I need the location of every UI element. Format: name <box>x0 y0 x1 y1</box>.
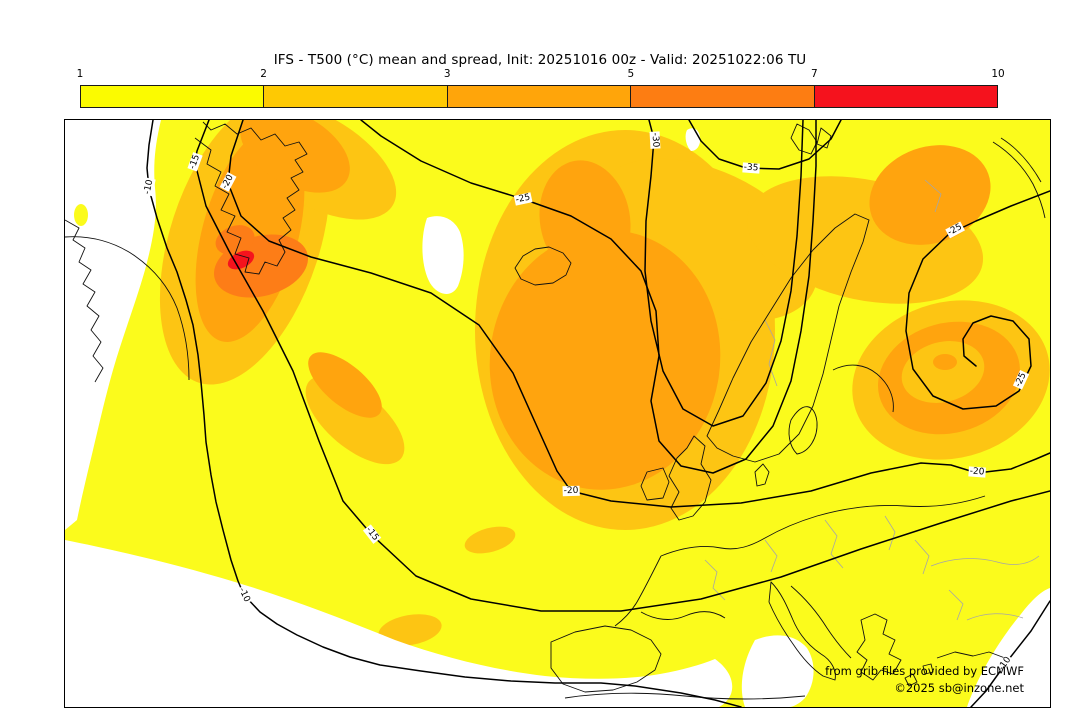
chart-title: IFS - T500 (°C) mean and spread, Init: 2… <box>273 52 807 68</box>
colorbar-segment-7-10 <box>814 86 998 107</box>
weather-map: -10 -15 -20 -25 -30 -35 -25 -25 -20 -20 -15 -10 -10 … <box>64 119 1051 708</box>
country-borders <box>704 179 1040 621</box>
fill-swirl-dot <box>933 354 957 370</box>
attribution-copyright: ©2025 sb@inzone.net <box>894 681 1024 695</box>
colorbar-segment-2-3 <box>264 86 448 107</box>
fill-yellow-spot <box>74 204 88 226</box>
spread-colorbar: 1 2 3 5 7 10 <box>76 68 1005 110</box>
fill-spread-7-10 <box>227 250 255 270</box>
colorbar-segment-5-7 <box>631 86 815 107</box>
attribution-source: from grib files provided by ECMWF <box>825 664 1024 678</box>
colorbar-segments <box>80 85 998 108</box>
colorbar-tick-2: 2 <box>260 68 267 80</box>
mean-contours <box>146 120 1050 707</box>
colorbar-tick-10: 10 <box>991 68 1005 80</box>
coastlines <box>65 121 1046 700</box>
colorbar-tick-3: 3 <box>443 68 451 80</box>
colorbar-segment-1-2 <box>81 86 265 107</box>
colorbar-tick-1: 1 <box>76 68 84 80</box>
fill-spread-lt-1 <box>65 120 1050 707</box>
colorbar-tick-labels: 1 2 3 5 7 10 <box>76 68 1005 82</box>
colorbar-tick-5: 5 <box>627 68 635 80</box>
map-canvas <box>65 120 1050 707</box>
attribution: from grib files provided by ECMWF ©2025 … <box>825 663 1024 697</box>
colorbar-tick-7: 7 <box>811 68 818 80</box>
colorbar-segment-3-5 <box>447 86 632 107</box>
